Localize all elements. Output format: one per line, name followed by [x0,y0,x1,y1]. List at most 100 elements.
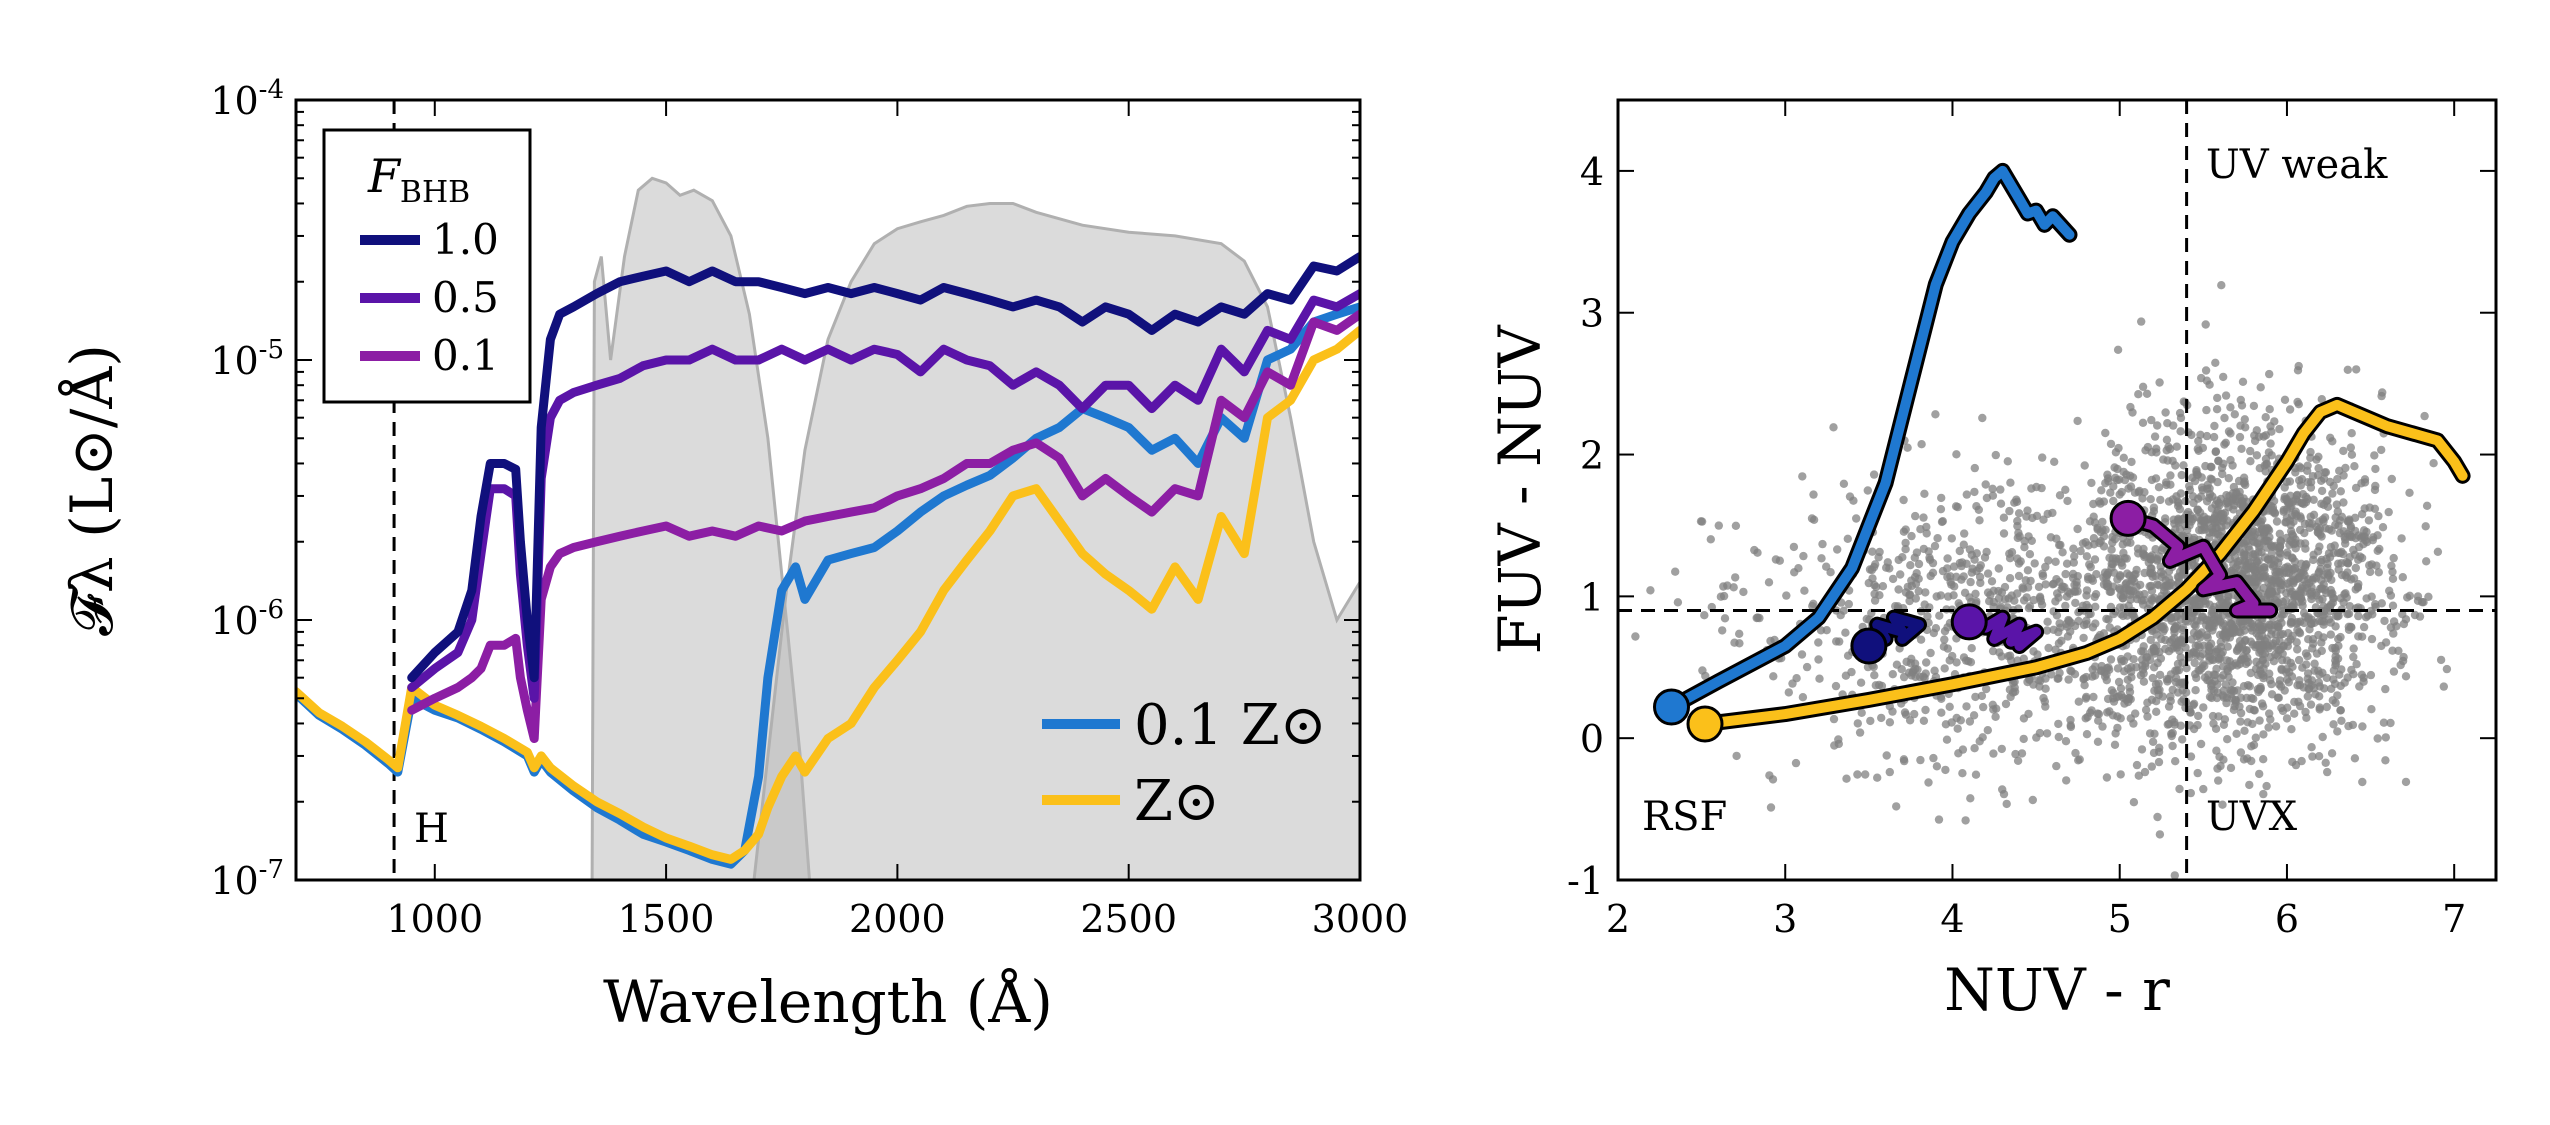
galaxy-point [1897,665,1906,674]
galaxy-point [2102,773,2112,782]
galaxy-point [2290,709,2299,718]
galaxy-point [2386,623,2396,632]
galaxy-point [2193,444,2202,454]
galaxy-point [2019,596,2029,605]
galaxy-point [2109,496,2118,506]
galaxy-point [2193,720,2202,730]
galaxy-point [2275,542,2285,551]
galaxy-point [2308,575,2317,585]
right-xtick-label: 7 [2442,897,2466,941]
galaxy-point [1921,669,1930,678]
galaxy-point [2241,423,2250,432]
galaxy-point [2267,451,2276,460]
galaxy-point [2140,589,2149,599]
galaxy-point [1735,639,1744,648]
galaxy-point [2274,693,2283,702]
galaxy-point [1943,592,1953,601]
galaxy-point [2013,554,2022,563]
galaxy-point [2152,448,2161,457]
galaxy-point [2501,551,2509,559]
galaxy-point [2082,730,2092,739]
galaxy-point [2309,555,2318,565]
galaxy-point [2243,718,2252,727]
galaxy-point [2041,562,2050,572]
galaxy-point [2014,571,2024,581]
galaxy-point [2152,630,2161,639]
galaxy-point [2134,771,2143,780]
galaxy-point [2038,453,2047,462]
galaxy-point [2236,395,2245,405]
galaxy-point [1698,666,1707,675]
galaxy-point [2164,702,2174,711]
galaxy-point [2239,755,2249,764]
galaxy-point [1968,564,1977,573]
galaxy-point [2005,549,2014,558]
galaxy-point [1970,487,1979,497]
galaxy-point [2155,378,2164,387]
galaxy-point [2268,505,2278,515]
galaxy-point [2116,572,2125,581]
galaxy-point [1870,671,1879,680]
galaxy-point [2106,655,2116,664]
galaxy-point [2307,743,2316,752]
galaxy-point [2181,643,2190,652]
galaxy-point [1877,713,1886,723]
spectra-lines [296,252,1360,869]
galaxy-point [2103,694,2113,704]
galaxy-point [2226,403,2235,412]
galaxy-point [2287,725,2296,734]
galaxy-point [1985,597,1994,606]
galaxy-point [2010,498,2019,507]
galaxy-point [2285,405,2295,414]
galaxy-point [1869,470,1879,479]
galaxy-point [2357,632,2367,641]
galaxy-point [2191,641,2200,651]
galaxy-point [2517,479,2525,487]
galaxy-point [2047,670,2056,679]
galaxy-point [2239,473,2249,482]
galaxy-point [2186,752,2196,761]
galaxy-point [2413,592,2423,601]
galaxy-point [1974,505,1984,514]
galaxy-point [1700,611,1709,620]
galaxy-point [1928,568,1938,577]
galaxy-point [2136,671,2146,680]
galaxy-point [2397,534,2406,543]
galaxy-point [2081,694,2091,703]
galaxy-point [1750,545,1759,555]
galaxy-point [2209,655,2218,665]
galaxy-point [2176,653,2185,662]
galaxy-point [2271,571,2280,580]
galaxy-point [2275,676,2285,685]
galaxy-point [2256,646,2265,655]
galaxy-point [1960,529,1969,538]
galaxy-point [2254,687,2263,697]
galaxy-point [1723,581,1732,590]
galaxy-point [1988,491,1998,500]
galaxy-point [1791,758,1801,768]
galaxy-point [1856,678,1866,687]
galaxy-point [2146,495,2155,504]
galaxy-point [2313,547,2323,556]
galaxy-point [2137,745,2147,754]
galaxy-point [2306,512,2315,521]
galaxy-point [2212,529,2221,539]
galaxy-point [2260,565,2269,574]
galaxy-point [2381,733,2390,742]
galaxy-point [2265,676,2275,685]
galaxy-point [2087,478,2096,488]
galaxy-point [1790,568,1799,577]
galaxy-point [1903,443,1912,452]
galaxy-point [1847,667,1856,677]
galaxy-point [2317,646,2326,656]
galaxy-point [2317,395,2326,404]
galaxy-point [2290,697,2299,707]
fbhb-legend-label-3: 0.1 [432,331,499,380]
galaxy-point [2196,739,2206,749]
galaxy-point [1901,710,1911,719]
galaxy-point [2308,472,2318,481]
track-start-marker-2 [1686,705,1724,743]
galaxy-point [1720,614,1730,623]
galaxy-point [2219,662,2228,671]
galaxy-point [2221,627,2230,637]
